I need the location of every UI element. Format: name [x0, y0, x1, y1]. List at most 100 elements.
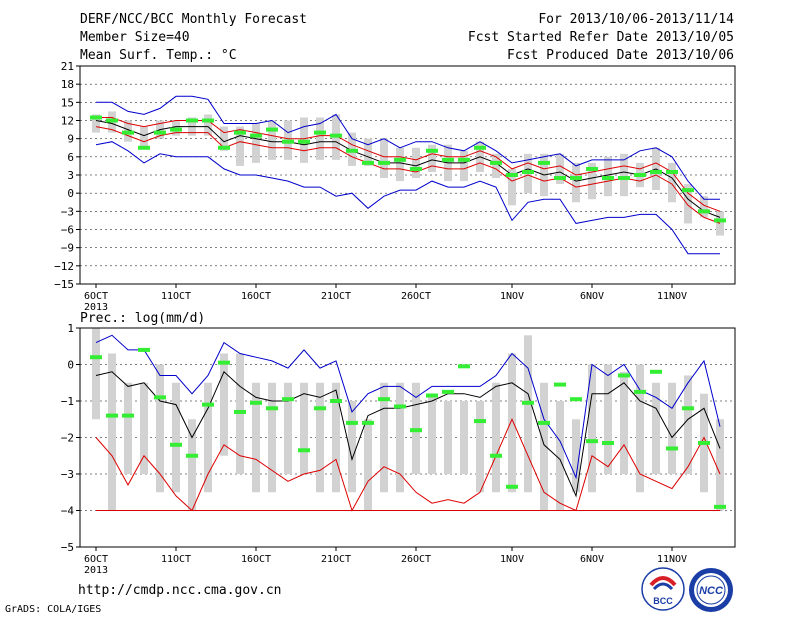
prec-range-bar — [716, 419, 724, 511]
prec-range-bar — [172, 382, 180, 493]
temp-range-bar — [236, 126, 244, 166]
temp-median-marker — [346, 148, 358, 153]
temp-xtick-label: 26OCT — [401, 291, 431, 302]
temp-median-marker — [138, 145, 150, 150]
temp-median-marker — [714, 218, 726, 223]
prec-median-marker — [698, 440, 710, 445]
prec-range-bar — [508, 353, 516, 493]
temp-median-marker — [538, 160, 550, 165]
prec-median-marker — [474, 419, 486, 424]
temp-range-bar — [620, 153, 628, 197]
temp-median-marker — [234, 130, 246, 135]
temp-median-marker — [282, 139, 294, 144]
prec-median-marker — [410, 428, 422, 433]
temp-ytick-label: 15 — [61, 96, 74, 109]
temp-xtick-label: 1NOV — [500, 291, 524, 302]
prec-range-bar — [556, 401, 564, 511]
prec-range-bar — [684, 375, 692, 474]
prec-xtick-label: 6NOV — [580, 554, 604, 565]
forecast-produced-date: Fcst Produced Date 2013/10/06 — [507, 48, 734, 63]
temp-ytick-label: −12 — [54, 260, 74, 273]
prec-range-bar — [300, 382, 308, 474]
prec-range-bar — [460, 401, 468, 474]
temp-ytick-label: 18 — [61, 78, 74, 91]
temp-median-marker — [250, 133, 262, 138]
temp-xtick-year: 2013 — [84, 302, 108, 313]
temp-median-marker — [394, 157, 406, 162]
prec-range-bar — [540, 382, 548, 511]
temp-median-marker — [570, 176, 582, 181]
prec-ytick-label: 0 — [67, 359, 74, 372]
temp-median-marker — [218, 145, 230, 150]
temp-range-bar — [556, 153, 564, 185]
temp-range-bar — [588, 162, 596, 200]
prec-median-marker — [202, 402, 214, 407]
prec-ytick-label: −3 — [61, 468, 74, 481]
temp-xtick-label: 21OCT — [321, 291, 351, 302]
temp-median-marker — [666, 169, 678, 174]
prec-range-bar — [364, 419, 372, 511]
prec-median-marker — [394, 404, 406, 409]
temp-median-marker — [682, 188, 694, 193]
prec-range-bar — [636, 364, 644, 493]
temp-median-marker — [426, 148, 438, 153]
prec-median-marker — [346, 420, 358, 425]
temp-range-bar — [380, 138, 388, 179]
temp-range-bar — [412, 147, 420, 179]
prec-range-bar — [668, 382, 676, 474]
prec-range-bar — [124, 382, 132, 474]
source-url[interactable]: http://cmdp.ncc.cma.gov.cn — [78, 583, 282, 598]
prec-median-marker — [218, 360, 230, 365]
prec-panel: Prec.: log(mm/d)−5−4−3−2−1016OCT201311OC… — [61, 311, 736, 576]
temp-ytick-label: −15 — [54, 278, 74, 291]
temp-range-bar — [460, 150, 468, 182]
prec-median-marker — [586, 439, 598, 444]
temp-median-marker — [618, 176, 630, 181]
chart-title: DERF/NCC/BCC Monthly Forecast — [80, 12, 307, 27]
temp-median-marker — [474, 145, 486, 150]
temp-ytick-label: 9 — [67, 133, 74, 146]
temp-range-bar — [140, 126, 148, 148]
prec-ytick-label: −4 — [61, 505, 75, 518]
prec-range-bar — [252, 382, 260, 493]
prec-range-bar — [476, 401, 484, 493]
temp-median-marker — [506, 173, 518, 177]
temp-range-bar — [700, 196, 708, 218]
prec-median-marker — [154, 395, 166, 400]
prec-xtick-year: 2013 — [84, 565, 108, 576]
prec-range-bar — [204, 382, 212, 493]
prec-median-marker — [170, 442, 182, 447]
prec-median-marker — [282, 397, 294, 402]
prec-ensemble-mean-line — [95, 370, 721, 498]
bcc-logo-text: BCC — [653, 596, 673, 606]
temp-range-bar — [252, 123, 260, 163]
temp-median-marker — [698, 209, 710, 214]
prec-median-marker — [602, 440, 614, 445]
prec-ytick-label: 1 — [67, 322, 74, 335]
prec-median-marker — [138, 347, 150, 352]
prec-range-bar — [444, 401, 452, 474]
prec-median-marker — [266, 406, 278, 411]
prec-median-marker — [330, 399, 342, 403]
prec-median-marker — [570, 397, 582, 402]
prec-range-bar — [604, 364, 612, 474]
temp-median-marker — [442, 157, 454, 162]
temp-ytick-label: −9 — [61, 242, 74, 255]
temp-median-marker — [362, 160, 374, 165]
temp-median-marker — [554, 176, 566, 181]
prec-median-marker — [90, 355, 102, 360]
temp-xtick-label: 11NOV — [657, 291, 687, 302]
prec-median-marker — [634, 389, 646, 394]
temp-median-marker — [90, 115, 102, 120]
temp-xtick-label: 11OCT — [161, 291, 191, 302]
prec-median-marker — [298, 448, 310, 453]
temp-range-bar — [684, 184, 692, 224]
temp-range-bar — [268, 120, 276, 160]
temp-upper-percentile-line — [96, 117, 721, 212]
temp-median-marker — [522, 169, 534, 174]
prec-ytick-label: −1 — [61, 395, 74, 408]
temp-median-marker — [202, 118, 214, 123]
temp-median-marker — [410, 166, 422, 171]
